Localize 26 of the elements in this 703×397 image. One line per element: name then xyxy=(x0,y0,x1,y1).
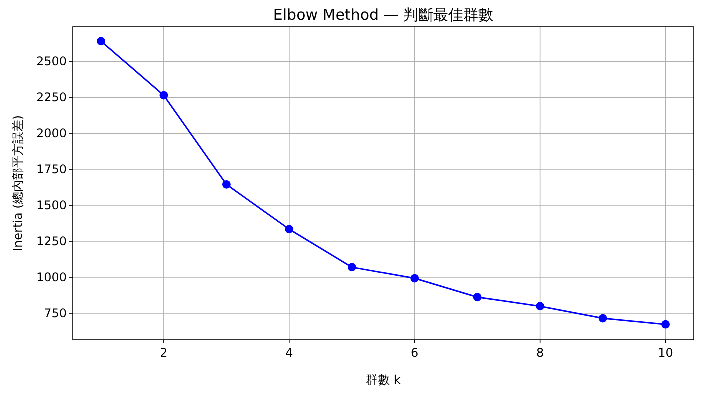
y-tick-label: 1250 xyxy=(36,234,67,249)
point xyxy=(285,225,294,234)
x-tick-label: 4 xyxy=(286,346,294,360)
chart-title: Elbow Method — 判斷最佳群數 xyxy=(273,6,494,24)
point xyxy=(160,91,168,100)
point xyxy=(536,302,545,311)
y-tick-label: 750 xyxy=(44,306,67,321)
y-axis-title: Inertia (總內部平方誤差) xyxy=(11,115,25,252)
x-axis-title: 群數 k xyxy=(366,373,401,387)
y-tick-label: 2500 xyxy=(36,54,67,69)
y-tick-label: 2000 xyxy=(36,126,67,141)
y-tick-label: 1000 xyxy=(36,270,67,285)
point xyxy=(97,37,106,46)
point xyxy=(473,293,482,302)
point xyxy=(598,314,608,323)
point xyxy=(410,274,420,283)
point xyxy=(222,180,231,189)
x-tick-label: 6 xyxy=(411,346,419,360)
x-tick-label: 10 xyxy=(658,346,674,360)
y-tick-label: 2250 xyxy=(36,90,67,105)
y-tick-label: 1750 xyxy=(36,162,67,177)
y-tick-label: 1500 xyxy=(36,198,67,213)
x-tick-label: 2 xyxy=(160,346,168,360)
point xyxy=(662,320,670,329)
point xyxy=(348,263,356,272)
x-tick-label: 8 xyxy=(536,346,544,360)
